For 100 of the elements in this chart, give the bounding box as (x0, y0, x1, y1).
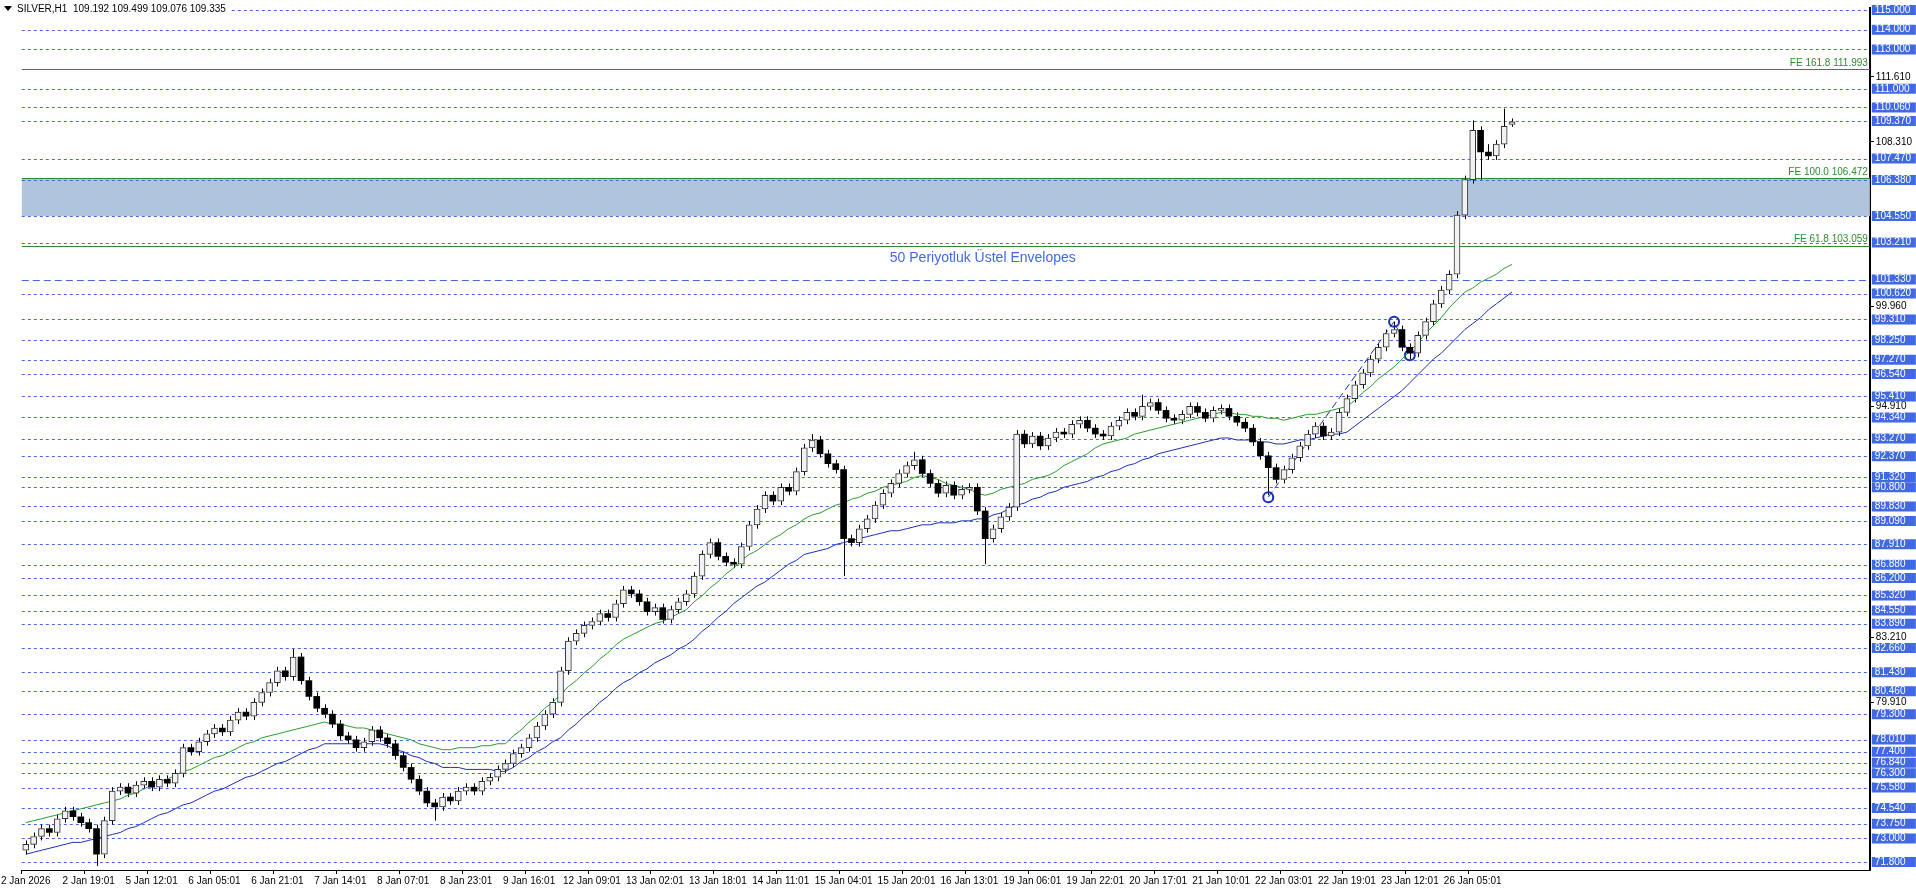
x-tick-label: 6 Jan 05:01 (188, 874, 242, 886)
candlestick (1304, 429, 1311, 451)
candlestick (431, 798, 439, 822)
chart-title: SILVER,H1 109.192 109.499 109.076 109.335 (17, 3, 226, 14)
annotation: 50 Periyotluk Üstel Envelopes (889, 247, 1076, 265)
candlestick (1500, 108, 1508, 149)
ref-line-label: 115.000 (1874, 3, 1911, 15)
candlestick (203, 729, 210, 747)
ref-line-label: 114.000 (1874, 23, 1911, 35)
ref-line-label: 83.890 (1874, 617, 1906, 629)
x-tick-label: 6 Jan 21:01 (251, 874, 304, 886)
candlestick (565, 636, 572, 676)
ref-line-label: 101.330 (1874, 273, 1912, 285)
point (1388, 315, 1401, 328)
ref-line-label: 74.540 (1874, 801, 1906, 813)
x-tick-label: 7 Jan 14:01 (314, 874, 367, 886)
candlestick (1068, 419, 1075, 439)
ref-line-label: 111.000 (1874, 82, 1910, 94)
point (1262, 491, 1275, 504)
ref-line-label: 76.300 (1874, 767, 1906, 779)
ref-line-label: 80.460 (1874, 685, 1906, 697)
candlestick (911, 451, 918, 471)
candlestick (439, 792, 446, 812)
x-tick-label: 20 Jan 17:01 (1129, 874, 1188, 886)
ref-line-label: 103.210 (1874, 236, 1912, 248)
ref-line-label: 98.250 (1874, 334, 1906, 346)
x-tick-label: 26 Jan 05:01 (1443, 874, 1503, 886)
candlestick (211, 723, 218, 739)
ref-line-label: 97.270 (1874, 353, 1906, 365)
candlestick (1005, 502, 1013, 522)
x-tick-label: 15 Jan 20:01 (877, 874, 936, 886)
ref-line-label: 110.060 (1874, 101, 1911, 113)
ref-line-label: 76.840 (1874, 756, 1906, 768)
candlestick (863, 514, 871, 534)
x-tick-label: 22 Jan 19:01 (1317, 874, 1377, 886)
candlestick (1359, 368, 1366, 390)
ref-line-label: 84.550 (1874, 604, 1906, 616)
y-tick-label: 99.960 (1875, 300, 1907, 312)
ref-line-label: FE 161.8 111.993 (1789, 57, 1869, 69)
x-tick-label: 8 Jan 23:01 (440, 874, 493, 886)
x-tick-label: 21 Jan 10:01 (1192, 874, 1251, 886)
ref-line-label: 95.410 (1874, 390, 1906, 402)
candlestick (683, 589, 690, 607)
ref-line-label: 92.370 (1874, 450, 1906, 462)
ref-line-label: 86.200 (1874, 571, 1906, 583)
ref-line-label: 89.830 (1874, 500, 1906, 512)
ref-line-label: 71.800 (1874, 855, 1906, 867)
candlestick (423, 786, 431, 808)
candlestick (1029, 431, 1036, 449)
ref-line-label: 81.430 (1874, 665, 1906, 677)
ref-line-label: 107.470 (1874, 152, 1912, 164)
ref-line-label: 73.750 (1874, 817, 1906, 829)
ref-line-label: 104.550 (1874, 209, 1912, 221)
candlestick (1477, 125, 1484, 181)
ref-line-label: FE 61.8 103.059 (1793, 233, 1869, 245)
ref-line-label: 96.540 (1874, 367, 1906, 379)
ref-line-label: 90.800 (1874, 481, 1906, 493)
x-tick-label: 13 Jan 02:01 (625, 874, 685, 886)
x-tick-label: 9 Jan 16:01 (502, 874, 556, 886)
candlestick (219, 723, 226, 737)
x-tick-label: 5 Jan 12:01 (125, 874, 179, 886)
candlestick (1437, 285, 1445, 309)
ref-line-label: 77.400 (1874, 745, 1906, 757)
candlestick (973, 482, 981, 516)
candlestick (690, 571, 698, 599)
x-tick-label: 2 Jan 2026 (1, 874, 51, 886)
candlestick (108, 786, 116, 826)
ref-line-label: 106.380 (1874, 173, 1912, 185)
ref-line-label: 79.300 (1874, 707, 1906, 719)
candlestick (156, 774, 163, 792)
ref-line-label: 73.000 (1874, 832, 1906, 844)
x-tick-label: 19 Jan 22:01 (1066, 874, 1125, 886)
ref-line-label: 78.010 (1874, 733, 1906, 745)
candlestick (1036, 431, 1044, 451)
candlestick (1013, 429, 1020, 512)
ref-line-label: 82.660 (1874, 641, 1906, 653)
x-tick-label: 16 Jan 13:01 (940, 874, 999, 886)
ref-line-label: 85.320 (1874, 589, 1906, 601)
x-tick-label: 15 Jan 04:01 (814, 874, 873, 886)
candlestick (148, 776, 155, 792)
ref-line-label: 75.580 (1874, 781, 1906, 793)
candlestick (1485, 143, 1492, 161)
x-tick-label: 13 Jan 18:01 (688, 874, 748, 886)
y-tick-label: 94.910 (1875, 400, 1907, 412)
x-tick-label: 14 Jan 11:01 (752, 874, 810, 886)
ref-line-label: 87.910 (1874, 538, 1906, 550)
candlestick (1021, 429, 1028, 449)
ref-line-label: FE 100.0 106.472 (1788, 165, 1869, 177)
y-tick-label: 108.310 (1875, 135, 1913, 147)
ref-line-label: 94.340 (1874, 411, 1906, 423)
candlestick (1091, 423, 1099, 439)
ref-line-label: 113.000 (1874, 43, 1911, 55)
ref-line-label: 100.620 (1874, 287, 1912, 299)
x-tick-label: 12 Jan 09:01 (563, 874, 622, 886)
candlestick (620, 585, 627, 609)
candlestick (250, 697, 258, 721)
x-tick-label: 19 Jan 06:01 (1003, 874, 1062, 886)
x-tick-label: 23 Jan 12:01 (1380, 874, 1440, 886)
ref-line-label: 89.090 (1874, 514, 1906, 526)
candlestick (376, 725, 383, 743)
